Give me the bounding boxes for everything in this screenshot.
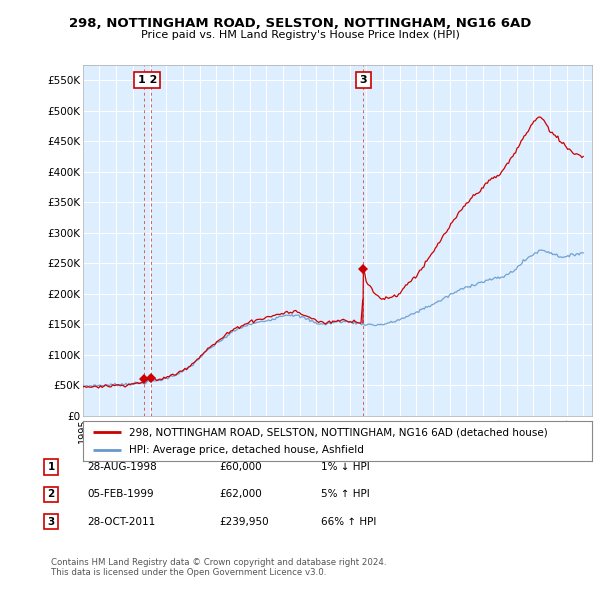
Text: Price paid vs. HM Land Registry's House Price Index (HPI): Price paid vs. HM Land Registry's House … (140, 30, 460, 40)
Text: £60,000: £60,000 (219, 463, 262, 472)
Text: 3: 3 (359, 75, 367, 85)
Text: £62,000: £62,000 (219, 490, 262, 499)
Text: HPI: Average price, detached house, Ashfield: HPI: Average price, detached house, Ashf… (128, 445, 364, 455)
Text: 2: 2 (47, 490, 55, 499)
Text: 28-OCT-2011: 28-OCT-2011 (87, 517, 155, 526)
Text: 3: 3 (47, 517, 55, 526)
Text: 298, NOTTINGHAM ROAD, SELSTON, NOTTINGHAM, NG16 6AD (detached house): 298, NOTTINGHAM ROAD, SELSTON, NOTTINGHA… (128, 428, 547, 438)
Text: 1: 1 (47, 463, 55, 472)
Text: 28-AUG-1998: 28-AUG-1998 (87, 463, 157, 472)
Text: 05-FEB-1999: 05-FEB-1999 (87, 490, 154, 499)
Text: 298, NOTTINGHAM ROAD, SELSTON, NOTTINGHAM, NG16 6AD: 298, NOTTINGHAM ROAD, SELSTON, NOTTINGHA… (69, 17, 531, 30)
Text: 5% ↑ HPI: 5% ↑ HPI (321, 490, 370, 499)
Text: Contains HM Land Registry data © Crown copyright and database right 2024.
This d: Contains HM Land Registry data © Crown c… (51, 558, 386, 577)
Text: £239,950: £239,950 (219, 517, 269, 526)
Text: 1 2: 1 2 (137, 75, 157, 85)
Text: 1% ↓ HPI: 1% ↓ HPI (321, 463, 370, 472)
Text: 66% ↑ HPI: 66% ↑ HPI (321, 517, 376, 526)
